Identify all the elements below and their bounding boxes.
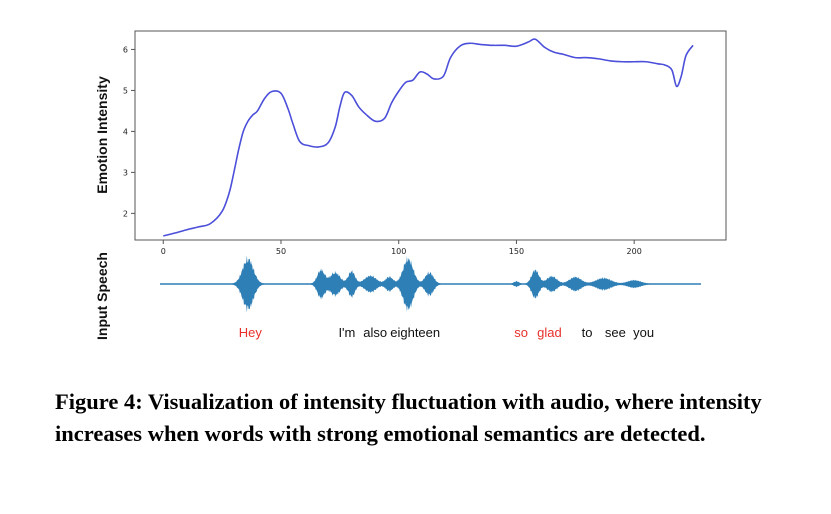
x-tick-label: 200 (627, 247, 642, 256)
figure: 2 3 4 5 6 0 50 100 150 200 Emotion Intensity Inp… (94, 30, 727, 340)
transcript-word: see (605, 325, 626, 340)
y-tick-label: 5 (123, 86, 128, 95)
x-axis: 0 50 100 150 200 (161, 240, 642, 256)
figure-caption: Figure 4: Visualization of intensity flu… (55, 389, 762, 446)
x-tick-label: 150 (509, 247, 524, 256)
intensity-line (163, 38, 694, 237)
transcript-word: I'm (338, 325, 355, 340)
y-tick-label: 4 (123, 127, 128, 136)
y-axis-label: Emotion Intensity (94, 76, 110, 194)
transcript-word: you (633, 325, 654, 340)
transcript-word: to (582, 325, 593, 340)
y-tick-label: 6 (123, 45, 128, 54)
x-tick-label: 100 (391, 247, 406, 256)
x-tick-label: 0 (161, 247, 166, 256)
x-tick-label: 50 (276, 247, 286, 256)
transcript-word: eighteen (390, 325, 440, 340)
y-tick-label: 2 (123, 209, 128, 218)
transcript-word: glad (537, 325, 562, 340)
speech-axis-label: Input Speech (94, 252, 110, 340)
y-tick-label: 3 (123, 168, 128, 177)
transcript-word: so (514, 325, 528, 340)
transcript-words: Hey I'm also eighteen so glad to see you (239, 325, 654, 340)
plot-frame (134, 30, 727, 241)
transcript-word: also (363, 325, 387, 340)
y-axis: 2 3 4 5 6 (123, 45, 135, 218)
speech-waveform (163, 255, 694, 313)
transcript-word: Hey (239, 325, 263, 340)
